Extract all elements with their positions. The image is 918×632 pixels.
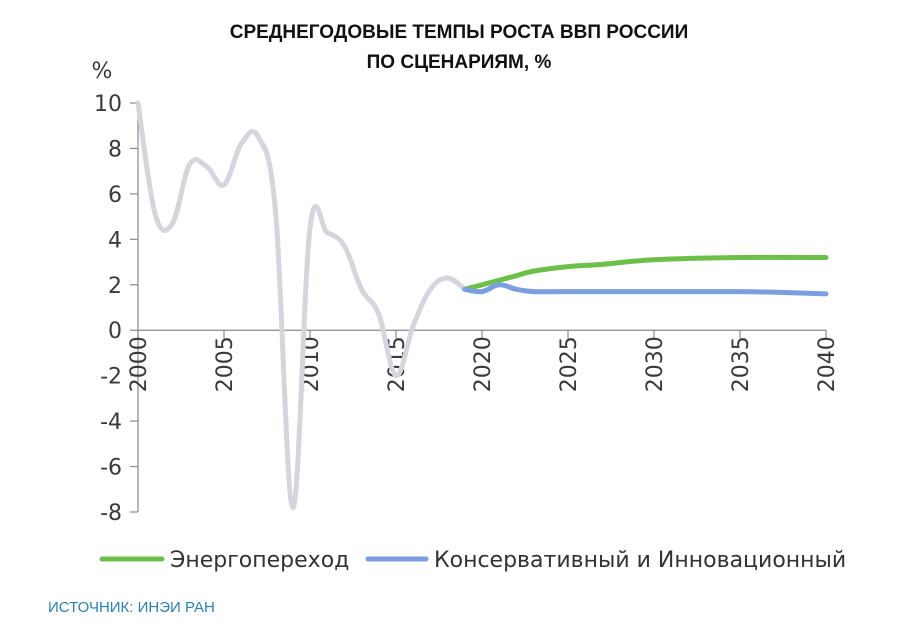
y-tick-label: -4: [100, 410, 122, 435]
y-tick-label: 8: [108, 137, 122, 162]
source-note: ИСТОЧНИК: ИНЭИ РАН: [48, 599, 215, 616]
legend: Энергопереход Консервативный и Инновацио…: [99, 548, 846, 573]
series-line-conservative-innovative: [462, 282, 829, 297]
y-tick-label: 10: [94, 92, 122, 117]
x-tick-label: 2025: [557, 336, 582, 392]
y-tick-label: -6: [100, 456, 122, 481]
y-tick-label: 2: [108, 274, 122, 299]
y-tick-label: -2: [100, 365, 122, 390]
history-line: [135, 100, 468, 510]
y-tick-label: 0: [108, 319, 122, 344]
legend-label-energy-transition: Энергопереход: [170, 548, 349, 573]
x-tick-label: 2005: [213, 336, 238, 392]
chart-title-line-1: СРЕДНЕГОДОВЫЕ ТЕМПЫ РОСТА ВВП РОССИИ: [230, 22, 688, 43]
y-axis-label: %: [92, 59, 113, 84]
legend-label-conservative-innovative: Консервативный и Инновационный: [434, 548, 846, 573]
y-tick-label: -8: [100, 501, 122, 526]
chart-title-line-2: ПО СЦЕНАРИЯМ, %: [367, 52, 552, 73]
series-line-energy-transition: [462, 254, 829, 292]
y-tick-label: 4: [108, 228, 122, 253]
x-axis: 2000 2005 2010 2015 2020 2025 2030 2035 2040: [127, 329, 840, 392]
x-tick-label: 2035: [729, 336, 754, 392]
x-tick-label: 2000: [127, 336, 152, 392]
y-tick-label: 6: [108, 183, 122, 208]
x-tick-label: 2030: [643, 336, 668, 392]
x-tick-label: 2020: [471, 336, 496, 392]
plot-lines: [135, 100, 829, 510]
x-tick-label: 2040: [815, 336, 840, 392]
y-axis: 10 8 6 4 2 0 -2 -4 -6 -8: [94, 92, 139, 526]
